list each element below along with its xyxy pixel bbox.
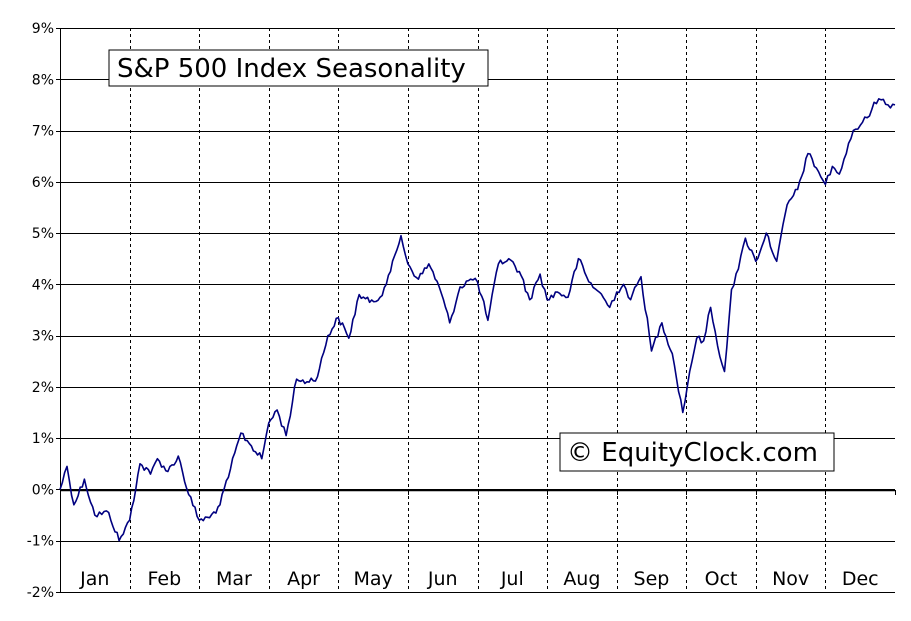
y-tick-label: -2% xyxy=(27,585,54,601)
x-tick-label-jul: Jul xyxy=(500,568,524,590)
chart-title: S&P 500 Index Seasonality xyxy=(117,54,466,84)
x-tick-label-nov: Nov xyxy=(772,568,809,590)
y-tick-label: 1% xyxy=(32,431,54,447)
y-tick-label: -1% xyxy=(27,534,54,550)
x-tick-label-dec: Dec xyxy=(842,568,879,590)
x-tick-label-oct: Oct xyxy=(705,568,738,590)
chart-title-frame xyxy=(108,49,489,87)
y-tick-label: 8% xyxy=(32,72,54,88)
y-tick-label: 3% xyxy=(32,329,54,345)
watermark-text: © EquityClock.com xyxy=(567,438,818,468)
series-line-0 xyxy=(59,98,896,542)
x-tick-label-may: May xyxy=(353,568,392,590)
series-layer xyxy=(59,98,896,542)
watermark-frame xyxy=(559,432,835,472)
x-tick-label-apr: Apr xyxy=(287,568,320,590)
x-tick-label-sep: Sep xyxy=(634,568,670,590)
y-tick-label: 6% xyxy=(32,175,54,191)
y-tick-label: 5% xyxy=(32,226,54,242)
y-tick-label: 9% xyxy=(32,21,54,37)
chart-title-box: S&P 500 Index Seasonality xyxy=(108,49,489,87)
watermark-box: © EquityClock.com xyxy=(559,432,835,472)
x-tick-label-mar: Mar xyxy=(216,568,252,590)
y-tick-label: 7% xyxy=(32,124,54,140)
x-tick-label-jan: Jan xyxy=(79,568,109,590)
x-tick-label-jun: Jun xyxy=(427,568,458,590)
y-axis-tick-labels: -2% -1% 0% 1% 2% 3% 4% 5% 6% 7% 8% 9% xyxy=(27,21,54,601)
axes xyxy=(56,28,896,593)
x-tick-label-feb: Feb xyxy=(148,568,182,590)
x-tick-label-aug: Aug xyxy=(563,568,600,590)
grid-lines xyxy=(60,28,895,593)
y-tick-label: 0% xyxy=(32,482,54,498)
y-tick-label: 4% xyxy=(32,277,54,293)
x-axis-month-labels: Jan Feb Mar Apr May Jun Jul Aug Sep Oct Nov Dec xyxy=(79,568,878,590)
y-tick-label: 2% xyxy=(32,380,54,396)
